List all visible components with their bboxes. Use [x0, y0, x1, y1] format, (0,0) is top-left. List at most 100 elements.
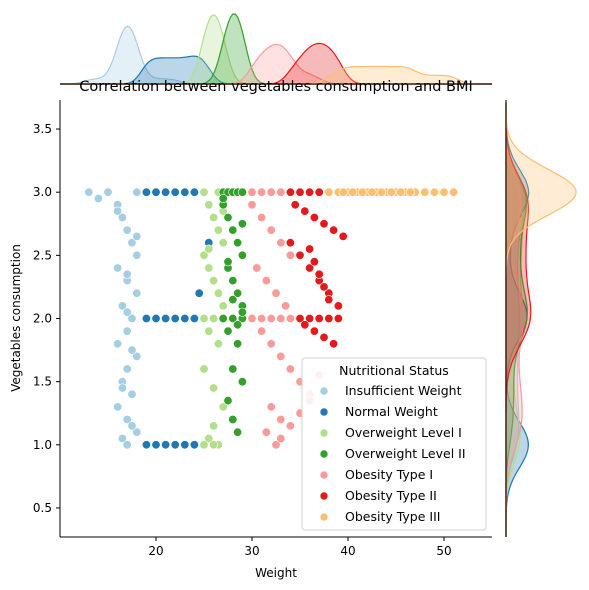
scatter-point	[93, 194, 103, 204]
scatter-point	[132, 351, 142, 361]
right-marginal-density	[505, 102, 577, 537]
legend: Nutritional Status Insufficient Weight No…	[301, 357, 487, 531]
scatter-point	[151, 440, 161, 450]
scatter-point	[285, 421, 295, 431]
scatter-point	[117, 301, 127, 311]
scatter-point	[247, 200, 257, 210]
scatter-point	[329, 225, 339, 235]
scatter-point	[127, 421, 137, 431]
scatter-point	[276, 187, 286, 197]
scatter-point	[189, 187, 199, 197]
legend-marker	[319, 407, 329, 417]
scatter-point	[449, 187, 459, 197]
scatter-point	[117, 383, 127, 393]
scatter-point	[266, 402, 276, 412]
legend-label: Insufficient Weight	[345, 383, 462, 398]
scatter-point	[357, 187, 367, 197]
scatter-point	[396, 187, 406, 197]
legend-label: Obesity Type I	[345, 467, 433, 482]
scatter-point	[209, 383, 219, 393]
scatter-point	[261, 276, 271, 286]
scatter-point	[213, 225, 223, 235]
scatter-point	[113, 339, 123, 349]
scatter-point	[314, 187, 324, 197]
x-tick-label: 50	[436, 544, 451, 558]
scatter-point	[276, 414, 286, 424]
scatter-point	[213, 288, 223, 298]
legend-label: Overweight Level I	[345, 425, 462, 440]
scatter-point	[228, 295, 238, 305]
scatter-point	[204, 433, 214, 443]
y-tick-label: 2.5	[33, 248, 52, 262]
scatter-point	[319, 332, 329, 342]
scatter-point	[276, 238, 286, 248]
scatter-point	[223, 326, 233, 336]
scatter-point	[189, 313, 199, 323]
main-plot-area	[84, 187, 459, 450]
y-axis-label: Vegetables consumption	[9, 244, 23, 392]
scatter-point	[122, 326, 132, 336]
right-density-curve	[505, 102, 524, 537]
scatter-point	[218, 238, 228, 248]
scatter-point	[170, 440, 180, 450]
legend-marker	[319, 491, 329, 501]
scatter-point	[324, 313, 334, 323]
scatter-point	[228, 414, 238, 424]
scatter-point	[170, 313, 180, 323]
scatter-point	[271, 440, 281, 450]
legend-items: Insufficient Weight Normal Weight Overweig…	[319, 383, 466, 524]
scatter-point	[338, 231, 348, 241]
scatter-point	[420, 187, 430, 197]
scatter-point	[209, 440, 219, 450]
scatter-point	[113, 402, 123, 412]
scatter-point	[141, 313, 151, 323]
legend-marker	[319, 428, 329, 438]
scatter-point	[199, 313, 209, 323]
scatter-point	[122, 307, 132, 317]
legend-marker	[319, 512, 329, 522]
scatter-point	[348, 187, 358, 197]
scatter-point	[189, 440, 199, 450]
y-tick-label: 2.0	[33, 312, 52, 326]
scatter-point	[161, 313, 171, 323]
scatter-point	[170, 187, 180, 197]
scatter-point	[194, 288, 204, 298]
scatter-point	[261, 427, 271, 437]
scatter-point	[295, 313, 305, 323]
scatter-point	[285, 250, 295, 260]
scatter-point	[132, 427, 142, 437]
top-marginal-density	[60, 13, 492, 85]
scatter-point	[204, 244, 214, 254]
scatter-point	[117, 433, 127, 443]
scatter-point	[122, 269, 132, 279]
scatter-point	[266, 313, 276, 323]
scatter-point	[223, 213, 233, 223]
scatter-point	[161, 440, 171, 450]
scatter-point	[305, 313, 315, 323]
scatter-point	[285, 238, 295, 248]
scatter-point	[257, 326, 267, 336]
scatter-point	[132, 231, 142, 241]
scatter-point	[309, 213, 319, 223]
x-tick-label: 30	[244, 544, 259, 558]
scatter-point	[132, 187, 142, 197]
scatter-point	[281, 301, 291, 311]
scatter-point	[132, 250, 142, 260]
scatter-point	[324, 187, 334, 197]
legend-marker	[319, 386, 329, 396]
scatter-point	[199, 440, 209, 450]
scatter-point	[122, 364, 132, 374]
scatter-point	[161, 187, 171, 197]
scatter-point	[285, 187, 295, 197]
scatter-point	[276, 351, 286, 361]
scatter-point	[199, 250, 209, 260]
scatter-point	[266, 225, 276, 235]
scatter-point	[218, 402, 228, 412]
scatter-point	[103, 187, 113, 197]
scatter-point	[180, 440, 190, 450]
scatter-point	[276, 433, 286, 443]
scatter-point	[132, 288, 142, 298]
y-tick-label: 3.0	[33, 185, 52, 199]
scatter-point	[113, 206, 123, 216]
scatter-point	[367, 187, 377, 197]
